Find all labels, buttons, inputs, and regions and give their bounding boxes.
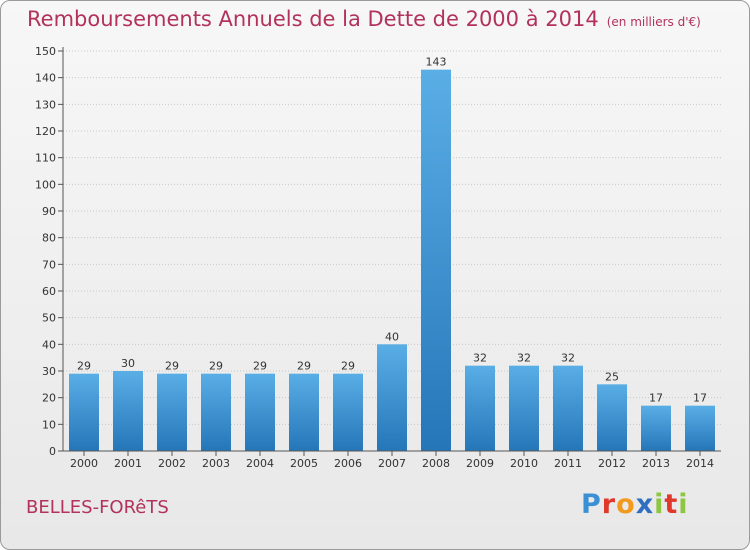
x-tick-label: 2005 [290,457,318,470]
logo-letter: o [616,489,636,520]
value-label: 30 [121,357,135,370]
value-label: 17 [693,392,707,405]
unit-label: (en milliers d'€) [606,15,701,29]
logo-letter: t [664,489,679,520]
chart-title: Remboursements Annuels de la Dette de 20… [27,7,701,31]
y-tick-label: 60 [42,285,56,298]
value-label: 29 [165,360,179,373]
x-tick-label: 2011 [554,457,582,470]
x-tick-label: 2003 [202,457,230,470]
x-tick-label: 2001 [114,457,142,470]
x-tick-label: 2008 [422,457,450,470]
value-label: 32 [561,352,575,365]
x-tick-label: 2004 [246,457,274,470]
y-tick-label: 0 [49,445,56,458]
value-label: 29 [77,360,91,373]
bar-2012 [597,384,627,451]
value-label: 40 [385,330,399,343]
x-tick-label: 2009 [466,457,494,470]
value-label: 29 [341,360,355,373]
y-tick-label: 150 [35,45,56,58]
bar-2014 [685,405,715,451]
x-tick-label: 2012 [598,457,626,470]
x-tick-label: 2006 [334,457,362,470]
logo-letter: i [678,489,689,520]
y-tick-label: 10 [42,418,56,431]
y-tick-label: 50 [42,312,56,325]
bars: 29 30 29 29 29 29 29 40 143 32 32 32 25 17 17 [69,56,715,452]
bar-2011 [553,365,583,451]
y-tick-label: 80 [42,232,56,245]
x-tick-label: 2013 [642,457,670,470]
y-tick-label: 100 [35,178,56,191]
y-tick-label: 20 [42,392,56,405]
logo-letter: P [581,489,602,520]
value-label: 25 [605,370,619,383]
value-label: 29 [253,360,267,373]
x-axis-ticks: 2000 2001 2002 2003 2004 2005 2006 2007 2008 2009… [70,451,714,470]
bar-2006 [333,373,363,451]
proxiti-logo: Proxiti [581,489,689,520]
logo-letter: i [654,489,665,520]
bar-2001 [113,371,143,451]
x-tick-label: 2002 [158,457,186,470]
bar-2000 [69,373,99,451]
value-label: 29 [209,360,223,373]
axes [62,47,721,452]
bar-2008 [421,69,451,452]
y-tick-label: 70 [42,258,56,271]
y-tick-label: 110 [35,152,56,165]
bar-2009 [465,365,495,451]
y-tick-label: 40 [42,338,56,351]
y-tick-label: 120 [35,125,56,138]
y-tick-label: 130 [35,98,56,111]
commune-name: BELLES-FORêTS [26,497,169,518]
value-label: 32 [517,352,531,365]
bar-2007 [377,344,407,451]
value-label: 17 [649,392,663,405]
logo-letter: r [601,489,617,520]
bar-2003 [201,373,231,451]
x-tick-label: 2000 [70,457,98,470]
bar-2004 [245,373,275,451]
value-label: 32 [473,352,487,365]
bar-2013 [641,405,671,451]
value-label: 143 [426,56,447,69]
y-axis-ticks: 0 10 20 30 40 50 60 70 80 90 100 110 120 130 140 150 [35,45,63,458]
x-tick-label: 2014 [686,457,714,470]
x-tick-label: 2010 [510,457,538,470]
y-tick-label: 90 [42,205,56,218]
value-label: 29 [297,360,311,373]
bar-2005 [289,373,319,451]
y-tick-label: 140 [35,72,56,85]
bar-2010 [509,365,539,451]
x-tick-label: 2007 [378,457,406,470]
y-tick-label: 30 [42,365,56,378]
title-text: Remboursements Annuels de la Dette de 20… [27,7,599,31]
logo-letter: x [635,489,655,520]
bar-2002 [157,373,187,451]
